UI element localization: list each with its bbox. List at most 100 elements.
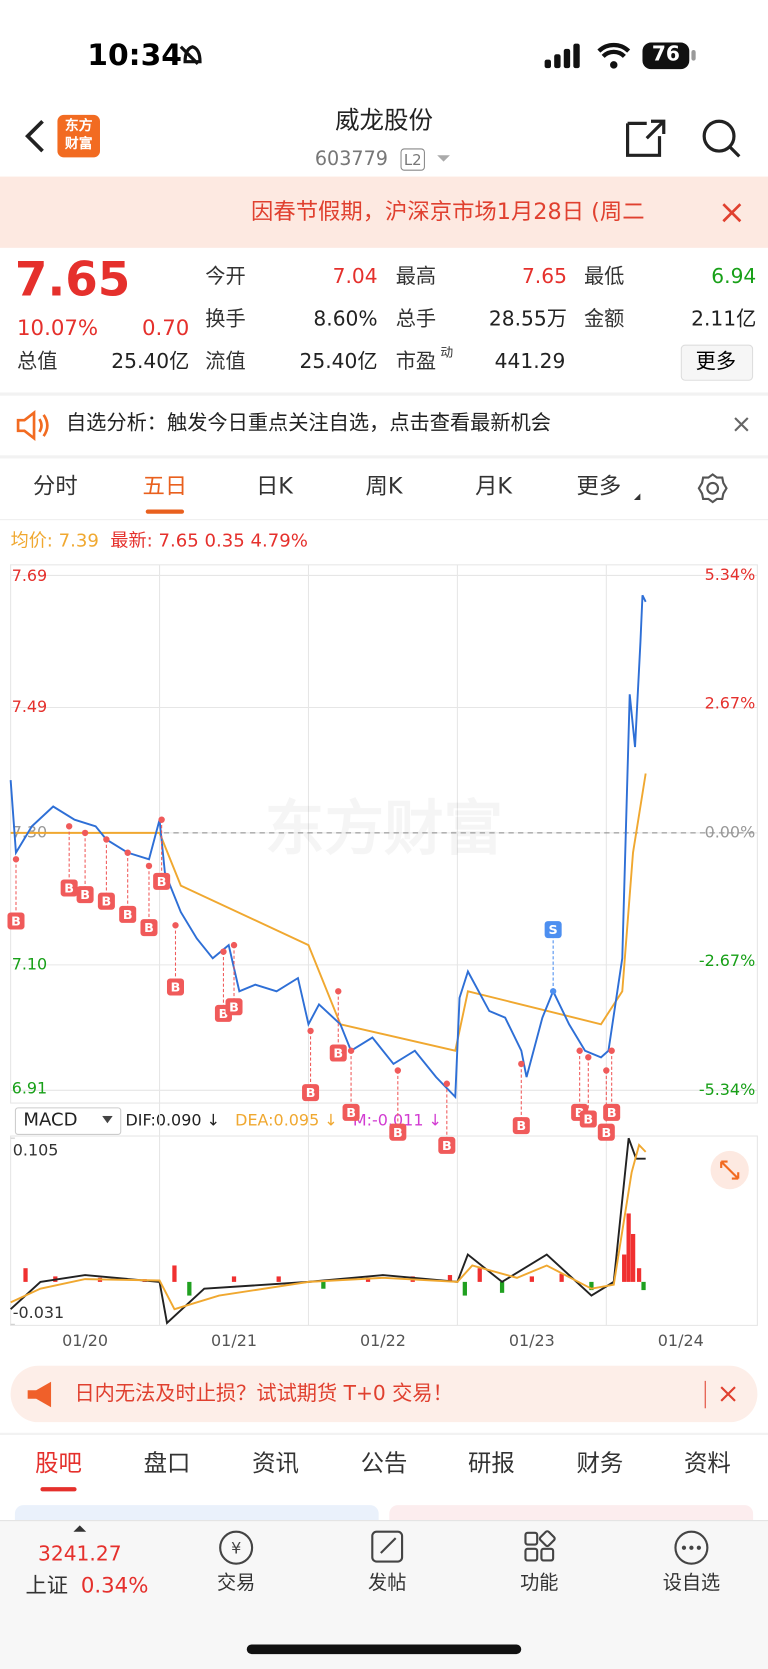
- marker-box: [140, 919, 158, 937]
- bottom-tab[interactable]: 盘口: [143, 1450, 191, 1478]
- x-tick-label: 01/21: [211, 1331, 257, 1350]
- macd-bar: [23, 1268, 28, 1282]
- tab[interactable]: 月K: [475, 473, 513, 499]
- index-pct[interactable]: 0.34%: [80, 1572, 149, 1598]
- macd-bar: [529, 1276, 534, 1282]
- marker-box: [7, 912, 25, 930]
- close[interactable]: [732, 415, 751, 434]
- macd-bar: [559, 1273, 564, 1282]
- marker-box: [97, 892, 115, 910]
- tab[interactable]: 日K: [255, 473, 293, 499]
- series-line: [10, 1143, 647, 1311]
- y-tick-label: 7.10: [12, 954, 47, 973]
- price: 7.65: [14, 253, 131, 308]
- last-value: 7.65: [158, 530, 199, 553]
- tab[interactable]: 周K: [365, 473, 403, 499]
- watermark: 东方财富: [265, 795, 503, 864]
- bottom-tab[interactable]: 资料: [683, 1450, 731, 1478]
- marker-box: [225, 998, 243, 1016]
- marker-label: B: [516, 1119, 526, 1134]
- marker-label: B: [11, 915, 21, 930]
- marker-dot: [81, 829, 89, 837]
- bottom-tab[interactable]: 股吧: [35, 1450, 82, 1478]
- bottom-tab[interactable]: 公告: [360, 1450, 408, 1478]
- marker-box: [302, 1084, 320, 1102]
- marker-label: B: [607, 1106, 617, 1121]
- marker-box: [544, 921, 562, 939]
- field-label: 市盈: [395, 349, 437, 374]
- stock-title: 威龙股份: [335, 107, 433, 136]
- settings[interactable]: [697, 472, 729, 504]
- change-pct: 10.07%: [17, 314, 99, 341]
- arrow: [73, 1525, 87, 1532]
- macd-selector-label[interactable]: MACD: [23, 1109, 78, 1131]
- tab[interactable]: 更多: [576, 473, 622, 499]
- card: [389, 1505, 754, 1521]
- ad-text[interactable]: 日内无法及时止损？试试期货 T+0 交易！: [74, 1381, 453, 1406]
- tab[interactable]: 分时: [32, 473, 78, 499]
- nav-item[interactable]: 交易: [216, 1572, 256, 1595]
- nav-item[interactable]: 功能: [520, 1572, 559, 1595]
- more-label[interactable]: 更多: [695, 349, 737, 374]
- marker-label: B: [346, 1106, 356, 1121]
- marker-label: B: [229, 1000, 239, 1015]
- avg-value: 7.39: [58, 530, 99, 553]
- series-line: [9, 1137, 646, 1325]
- macd-selector[interactable]: [14, 1107, 122, 1135]
- divider: [0, 455, 768, 459]
- macd-bar: [630, 1233, 636, 1282]
- field-label: 今开: [205, 264, 246, 289]
- notice-text[interactable]: 自选分析：触发今日重点关注自选，点击查看最新机会: [65, 411, 552, 436]
- marker-dot: [103, 836, 110, 843]
- marker-dot: [12, 856, 20, 863]
- field-value: 25.40亿: [299, 349, 378, 374]
- marker-box: [579, 1110, 597, 1128]
- dropdown-arrow: [102, 1115, 113, 1124]
- field-label: 最低: [583, 264, 625, 289]
- tab-underline: [145, 509, 185, 514]
- x-tick-label: 01/22: [360, 1331, 406, 1350]
- logo: 东方: [64, 118, 93, 135]
- close[interactable]: [702, 1380, 745, 1409]
- more-button[interactable]: [680, 344, 754, 381]
- marker-box: [60, 879, 78, 897]
- marker-label: B: [157, 875, 167, 890]
- nav-icons: ¥: [219, 1530, 709, 1565]
- last-label: 最新:: [110, 530, 153, 553]
- macd-bar: [172, 1265, 177, 1282]
- index-value[interactable]: 3241.27: [37, 1542, 122, 1566]
- header-icons[interactable]: [0, 106, 768, 176]
- field-value: 441.29: [494, 349, 566, 374]
- y-tick-label: 6.91: [12, 1079, 47, 1098]
- field-label: 总值: [17, 349, 58, 374]
- nav-item[interactable]: 发帖: [368, 1572, 407, 1595]
- x-tick-label: 01/24: [658, 1331, 704, 1350]
- macd-bar: [321, 1281, 326, 1289]
- field-value: 6.94: [711, 264, 757, 289]
- y2-tick-label: 2.67%: [705, 694, 756, 713]
- marker-label: B: [393, 1126, 403, 1141]
- marker-box: [342, 1103, 360, 1121]
- bottom-tab[interactable]: 财务: [576, 1450, 624, 1478]
- marker-dot: [518, 1060, 525, 1068]
- marker-dot: [65, 823, 73, 830]
- banner-text: 因春节假期，沪深京市场1月28日 (周二: [251, 198, 645, 225]
- bottom-tab[interactable]: 资讯: [252, 1450, 299, 1478]
- close[interactable]: [719, 200, 745, 226]
- marker-dot: [585, 1054, 592, 1061]
- field-label: 金额: [583, 307, 625, 331]
- bottom-tab[interactable]: 研报: [468, 1450, 515, 1478]
- tab[interactable]: 五日: [142, 473, 188, 499]
- level: L2: [403, 152, 422, 170]
- macd-bar: [231, 1276, 237, 1282]
- marker-dot: [549, 988, 557, 995]
- marker-dot: [124, 849, 131, 856]
- marker-dot: [608, 1047, 615, 1054]
- ad-banner[interactable]: [10, 1365, 758, 1423]
- index-name[interactable]: 上证: [25, 1572, 69, 1598]
- marker-dot: [145, 862, 153, 870]
- marker-dot: [347, 1047, 355, 1054]
- nav-item[interactable]: 设自选: [662, 1572, 721, 1595]
- marker-label: B: [333, 1047, 343, 1062]
